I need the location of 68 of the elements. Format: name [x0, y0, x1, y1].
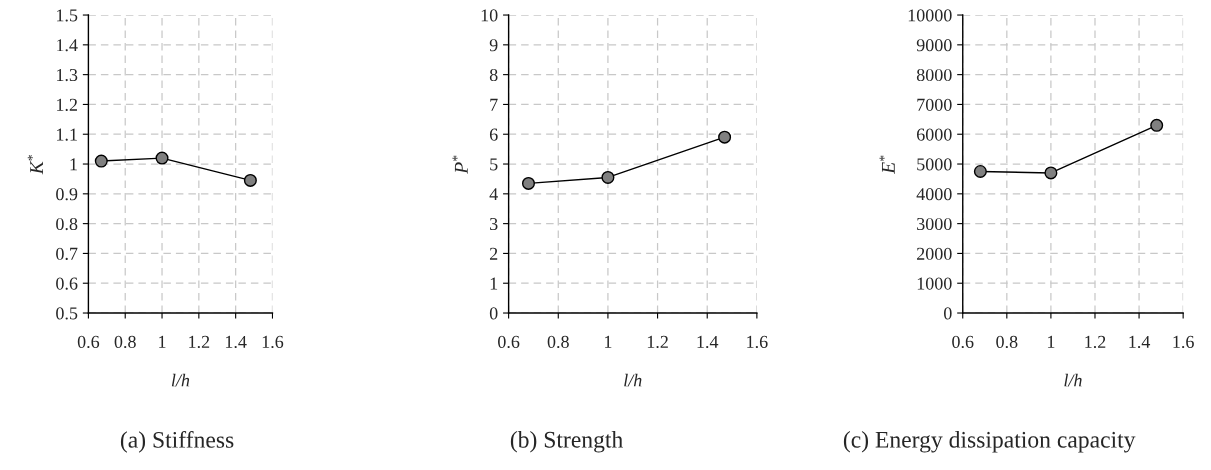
- y-axis-title: K$^{*}$: [27, 154, 43, 175]
- y-tick-label: 1.1: [57, 128, 77, 141]
- text: (a) Stiffness: [120, 430, 234, 453]
- y-tick-label: 3: [490, 217, 498, 231]
- y-tick-label: 1.2: [57, 98, 77, 111]
- y-axis-title: E$^{*}$: [879, 155, 895, 174]
- y-tick-label: 2: [489, 247, 498, 260]
- x-tick-label: 1.6: [262, 335, 284, 349]
- y-tick-label: 4: [489, 188, 498, 201]
- y-tick-label: 10: [481, 9, 498, 22]
- x-tick-label: 1.2: [189, 335, 210, 349]
- x-tick-label: 0.8: [996, 335, 1018, 349]
- y-tick-label: 7: [490, 98, 498, 111]
- point: [155, 151, 169, 165]
- y-tick-label: 0.9: [56, 188, 78, 201]
- text: (b) Strength: [510, 431, 623, 453]
- point: [1044, 166, 1058, 180]
- y-tick-label: 7000: [917, 98, 952, 111]
- y-tick-label: 0: [943, 307, 952, 320]
- x-axis-title: l/h: [171, 373, 190, 387]
- y-tick-label: 1: [490, 277, 498, 290]
- y-tick-label: 6000: [916, 128, 952, 141]
- y-tick-label: 10000: [908, 9, 952, 22]
- x-tick-label: 1: [1047, 335, 1055, 348]
- x-tick-label: 1.6: [747, 335, 768, 349]
- x-tick-label: 1: [159, 335, 166, 348]
- x-tick-label: 0.8: [547, 335, 569, 349]
- text: (c) Energy dissipation capacity: [843, 431, 1136, 453]
- point: [521, 176, 535, 190]
- y-tick-label: 1000: [917, 277, 952, 290]
- x-tick-label: 1.6: [1173, 335, 1194, 349]
- y-tick-label: 0.8: [56, 217, 78, 231]
- y-tick-label: 2000: [917, 247, 952, 260]
- point: [243, 173, 257, 187]
- y-tick-label: 8: [489, 68, 498, 82]
- y-tick-label: 0.6: [56, 277, 78, 290]
- y-tick-label: 1.4: [57, 39, 78, 52]
- x-tick-label: 1.2: [647, 335, 668, 349]
- x-tick-label: 1.4: [225, 335, 247, 349]
- y-axis-title: P$^{*}$: [452, 155, 468, 174]
- y-tick-label: 4000: [916, 188, 952, 201]
- y-tick-label: 0: [489, 307, 498, 320]
- x-axis-title: l/h: [624, 373, 642, 387]
- y-tick-label: 8000: [916, 68, 952, 82]
- y-tick-label: 0.7: [56, 247, 78, 260]
- point: [718, 130, 732, 144]
- y-tick-label: 5000: [917, 158, 952, 171]
- point: [973, 164, 987, 178]
- y-tick-label: 1.5: [57, 9, 78, 22]
- point: [601, 170, 615, 184]
- y-tick-label: 9000: [916, 39, 952, 52]
- x-tick-label: 0.6: [77, 335, 100, 349]
- x-tick-label: 1.2: [1085, 335, 1106, 349]
- x-tick-label: 1.4: [697, 335, 719, 349]
- y-tick-label: 3000: [917, 217, 952, 231]
- y-tick-label: 0.5: [56, 307, 78, 320]
- x-tick-label: 1.4: [1129, 335, 1151, 349]
- y-tick-label: 9: [489, 39, 498, 52]
- x-tick-label: 0.8: [114, 335, 136, 349]
- y-tick-label: 1.3: [57, 68, 78, 82]
- x-tick-label: 0.6: [952, 335, 974, 349]
- x-axis-title: l/h: [1064, 373, 1082, 387]
- y-tick-label: 1: [70, 158, 77, 171]
- x-tick-label: 1: [605, 335, 612, 348]
- point: [94, 154, 108, 168]
- y-tick-label: 5: [490, 158, 498, 171]
- y-tick-label: 6: [489, 128, 498, 141]
- point: [1150, 118, 1164, 132]
